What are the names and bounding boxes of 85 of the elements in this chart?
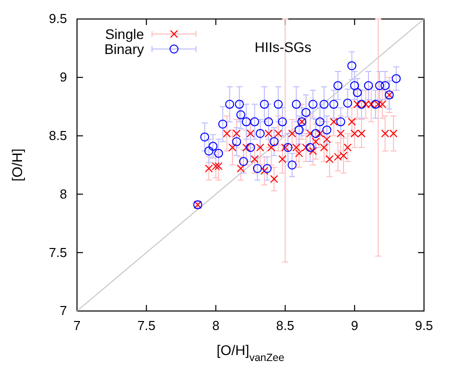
point: [250, 155, 259, 164]
y-tick-label: 8.5: [48, 128, 67, 143]
point: [322, 125, 332, 134]
point: [283, 142, 292, 152]
point: [370, 100, 380, 109]
point: [208, 142, 218, 151]
point: [246, 142, 255, 152]
point: [336, 129, 345, 138]
point: [294, 125, 304, 134]
point: [330, 118, 338, 126]
point: [350, 81, 360, 90]
y-tick-label: 9: [60, 70, 67, 85]
y-tick-label: 7.5: [48, 244, 67, 260]
point: [256, 128, 265, 138]
y-tick-label: 9.5: [48, 11, 67, 26]
point: [242, 143, 250, 152]
point: [239, 156, 248, 166]
legend-label: Binary: [104, 41, 144, 57]
point: [242, 117, 251, 126]
point: [378, 100, 386, 108]
point: [225, 100, 234, 109]
point: [357, 100, 366, 109]
point: [278, 117, 287, 126]
point: [302, 108, 311, 117]
point: [308, 146, 317, 155]
x-axis-title: [O/H]$_{vanZee}$: [216, 342, 285, 364]
point: [306, 142, 315, 152]
point: [234, 100, 244, 109]
point: [312, 138, 320, 146]
point: [311, 128, 320, 138]
point: [320, 143, 328, 152]
y-tick-label: 8: [60, 186, 67, 202]
point: [295, 149, 304, 158]
point: [267, 143, 276, 152]
point: [347, 61, 356, 70]
point: [264, 117, 274, 126]
point: [333, 81, 342, 90]
point: [204, 146, 214, 156]
point: [352, 88, 362, 98]
point: [278, 155, 286, 164]
point: [315, 117, 324, 126]
point: [375, 81, 384, 90]
point: [292, 100, 301, 109]
x-tick-label: 9: [350, 318, 358, 334]
x-tick-label: 8.5: [276, 318, 294, 334]
x-tick-label: 7: [73, 318, 81, 334]
point: [232, 137, 242, 146]
point: [236, 164, 245, 173]
y-tick-label: 7: [60, 303, 67, 318]
point: [392, 74, 401, 84]
point: [322, 135, 331, 144]
point: [380, 81, 390, 90]
point: [288, 160, 297, 170]
point: [228, 143, 236, 152]
point: [214, 148, 224, 158]
point: [246, 129, 254, 138]
point: [200, 132, 210, 142]
annotation: HIIs-SGs: [254, 39, 312, 55]
point: [281, 143, 290, 152]
point: [260, 100, 269, 109]
point: [329, 100, 338, 109]
point: [274, 100, 283, 109]
y-axis-title: [O/H]: [9, 148, 25, 182]
point: [218, 120, 228, 129]
point: [260, 166, 268, 175]
point: [343, 98, 352, 108]
point: [262, 164, 272, 174]
point: [344, 143, 352, 152]
point: [308, 100, 318, 109]
point: [236, 110, 246, 120]
point: [250, 117, 260, 126]
point: [320, 100, 329, 109]
x-tick-label: 9.5: [414, 318, 434, 334]
point: [336, 117, 346, 126]
legend-label: Single: [105, 26, 144, 42]
point: [288, 129, 296, 138]
x-tick-label: 7.5: [137, 318, 156, 334]
point: [270, 137, 279, 146]
point: [364, 81, 373, 90]
point: [252, 164, 262, 174]
x-tick-label: 8: [212, 318, 220, 334]
point: [214, 162, 223, 170]
point: [348, 118, 356, 126]
point: [270, 175, 278, 184]
point: [256, 143, 264, 152]
